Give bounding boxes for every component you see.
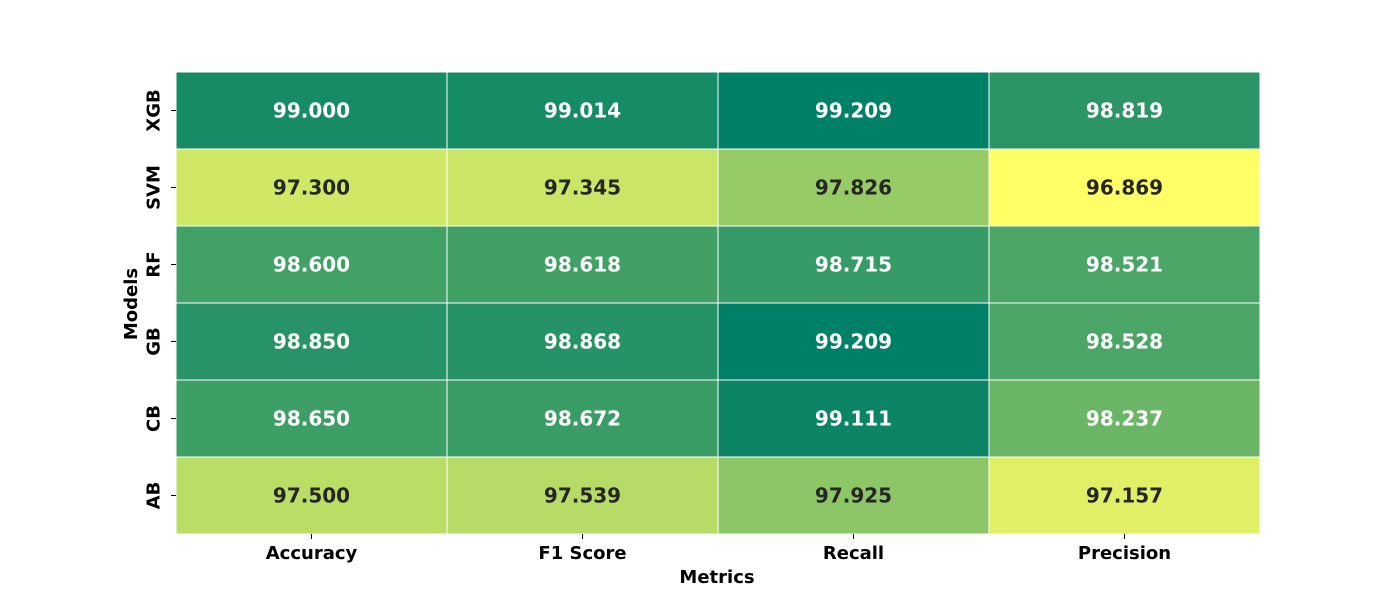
y-tick-label: GB <box>144 327 165 356</box>
heatmap-cell-ab-precision <box>988 456 1261 535</box>
heatmap-cell-cb-accuracy <box>175 379 448 458</box>
cell-annotation: 97.826 <box>815 176 892 200</box>
y-tick-label: AB <box>144 482 165 510</box>
heatmap-cell-gb-accuracy <box>175 302 448 381</box>
heatmap-cell-rf-precision <box>988 225 1261 304</box>
heatmap-cell-ab-recall <box>717 456 990 535</box>
y-tick-label: SVM <box>144 165 165 210</box>
cell-annotation: 98.672 <box>544 407 621 431</box>
cell-annotation: 97.300 <box>273 176 350 200</box>
y-tick-label: RF <box>144 251 165 277</box>
cell-annotation: 97.925 <box>815 484 892 508</box>
cell-annotation: 99.014 <box>544 99 621 123</box>
heatmap-cell-ab-accuracy <box>175 456 448 535</box>
heatmap-cell-xgb-accuracy <box>175 71 448 150</box>
cell-annotation: 98.819 <box>1086 99 1163 123</box>
cell-annotation: 97.345 <box>544 176 621 200</box>
heatmap-cell-xgb-recall <box>717 71 990 150</box>
x-axis-ticks: Accuracy F1 Score Recall Precision <box>266 534 1171 564</box>
x-axis-title: Metrics <box>679 567 754 588</box>
cell-annotation: 99.000 <box>273 99 350 123</box>
x-tick-label: Recall <box>823 543 884 564</box>
heatmap-cell-cb-f1-score <box>446 379 719 458</box>
cell-annotation: 98.618 <box>544 253 621 277</box>
y-axis-title: Models <box>121 268 142 340</box>
x-tick-label: F1 Score <box>538 543 626 564</box>
cell-annotation: 97.500 <box>273 484 350 508</box>
heatmap-cell-gb-f1-score <box>446 302 719 381</box>
heatmap-cell-gb-precision <box>988 302 1261 381</box>
cell-annotation: 97.539 <box>544 484 621 508</box>
cell-annotation: 98.850 <box>273 330 350 354</box>
cell-annotation: 98.521 <box>1086 253 1163 277</box>
y-tick-label: XGB <box>144 89 165 131</box>
heatmap-cell-svm-accuracy <box>175 148 448 227</box>
cell-annotations: 99.000 99.014 99.209 98.819 97.300 97.345 97.8… <box>273 99 1163 508</box>
cell-annotation: 99.111 <box>815 407 892 431</box>
cell-annotation: 99.209 <box>815 330 892 354</box>
cell-annotation: 98.868 <box>544 330 621 354</box>
heatmap-cell-ab-f1-score <box>446 456 719 535</box>
heatmap-cell-svm-precision <box>988 148 1261 227</box>
heatmap-cell-gb-recall <box>717 302 990 381</box>
cell-annotation: 98.600 <box>273 253 350 277</box>
heatmap-cell-rf-f1-score <box>446 225 719 304</box>
cell-annotation: 99.209 <box>815 99 892 123</box>
heatmap-cell-cb-precision <box>988 379 1261 458</box>
cell-annotation: 98.528 <box>1086 330 1163 354</box>
heatmap-cell-xgb-f1-score <box>446 71 719 150</box>
y-tick-label: CB <box>144 405 165 432</box>
x-tick-label: Precision <box>1078 543 1171 564</box>
cell-annotation: 98.237 <box>1086 407 1163 431</box>
heatmap-cell-svm-f1-score <box>446 148 719 227</box>
cell-annotation: 97.157 <box>1086 484 1163 508</box>
cell-annotation: 98.650 <box>273 407 350 431</box>
y-axis-ticks: XGB SVM RF GB CB AB <box>144 89 176 510</box>
heatmap-cell-cb-recall <box>717 379 990 458</box>
cell-annotation: 98.715 <box>815 253 892 277</box>
heatmap-cells <box>175 71 1261 535</box>
x-tick-label: Accuracy <box>266 543 358 564</box>
heatmap-cell-xgb-precision <box>988 71 1261 150</box>
cell-annotation: 96.869 <box>1086 176 1163 200</box>
